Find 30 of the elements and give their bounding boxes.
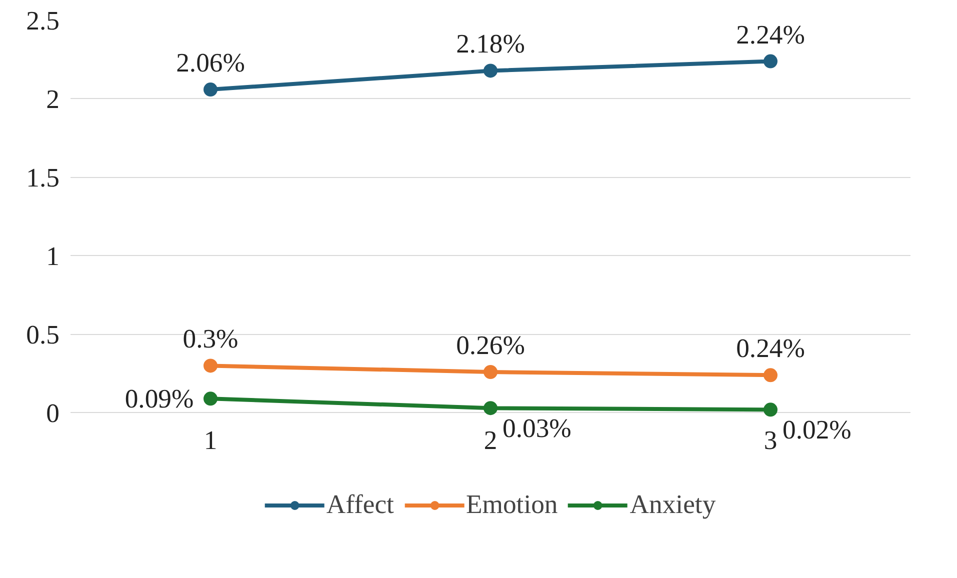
legend-label: Anxiety bbox=[630, 489, 716, 520]
x-tick-label: 1 bbox=[204, 424, 218, 455]
data-label: 0.03% bbox=[502, 413, 572, 444]
point bbox=[204, 358, 218, 373]
point bbox=[204, 392, 218, 406]
data-label: 0.3% bbox=[182, 324, 238, 354]
point bbox=[204, 82, 218, 97]
data-label: 0.02% bbox=[782, 414, 852, 445]
y-tick-label: 1 bbox=[46, 240, 60, 271]
point bbox=[764, 402, 778, 417]
legend-label: Affect bbox=[326, 489, 394, 520]
point bbox=[484, 365, 498, 379]
data-label: 0.09% bbox=[124, 384, 194, 414]
y-tick-label: 0.5 bbox=[26, 319, 60, 350]
data-label: 0.24% bbox=[736, 333, 805, 364]
data-label: 0.26% bbox=[456, 330, 525, 360]
legend-label: Emotion bbox=[466, 489, 558, 520]
data-label: 2.06% bbox=[176, 48, 245, 78]
y-tick-label: 2.5 bbox=[26, 6, 60, 36]
data-label: 2.24% bbox=[736, 19, 805, 50]
x-tick-label: 3 bbox=[764, 424, 778, 455]
point bbox=[484, 64, 498, 78]
point bbox=[484, 401, 498, 416]
x-tick-label: 2 bbox=[484, 424, 498, 455]
y-tick-label: 2 bbox=[46, 84, 60, 114]
y-tick-label: 1.5 bbox=[26, 162, 60, 192]
y-tick-label: 0 bbox=[46, 398, 60, 428]
point bbox=[764, 54, 778, 68]
data-label: 2.18% bbox=[456, 28, 525, 59]
point bbox=[764, 368, 778, 382]
